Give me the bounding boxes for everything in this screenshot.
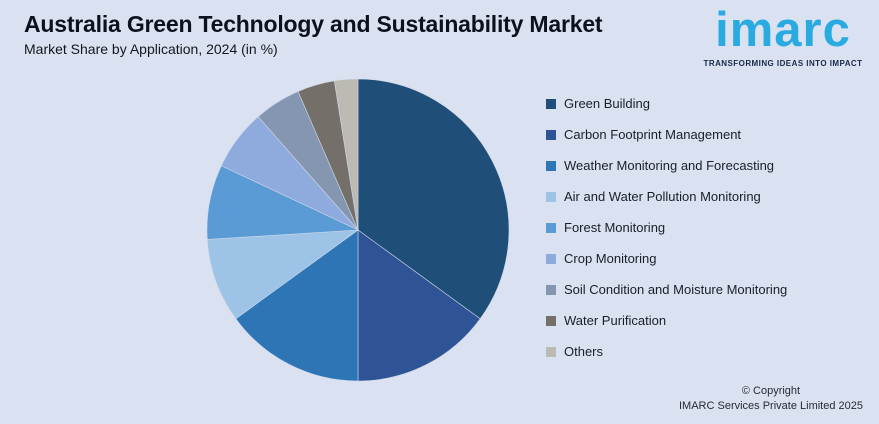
legend-swatch-icon xyxy=(546,98,556,109)
legend-swatch-icon xyxy=(546,191,556,202)
legend-item-water-purification: Water Purification xyxy=(546,305,787,336)
legend-swatch-icon xyxy=(546,129,556,140)
legend-swatch-icon xyxy=(546,253,556,264)
legend-swatch-icon xyxy=(546,160,556,171)
legend-item-weather-monitoring-and-forecasting: Weather Monitoring and Forecasting xyxy=(546,150,787,181)
legend-label: Others xyxy=(564,344,604,359)
legend-label: Green Building xyxy=(564,96,650,111)
legend-label: Weather Monitoring and Forecasting xyxy=(564,158,775,173)
legend-label: Forest Monitoring xyxy=(564,220,666,235)
legend-label: Air and Water Pollution Monitoring xyxy=(564,189,761,204)
legend-swatch-icon xyxy=(546,315,556,326)
chart-legend: Green Building Carbon Footprint Managemen… xyxy=(546,88,787,367)
legend-label: Crop Monitoring xyxy=(564,251,657,266)
page-subtitle: Market Share by Application, 2024 (in %) xyxy=(24,41,278,57)
copyright-notice: © Copyright IMARC Services Private Limit… xyxy=(679,384,863,414)
legend-item-carbon-footprint-management: Carbon Footprint Management xyxy=(546,119,787,150)
copyright-line1: © Copyright xyxy=(741,385,801,397)
legend-label: Carbon Footprint Management xyxy=(564,127,742,142)
legend-item-green-building: Green Building xyxy=(546,88,787,119)
pie-slice-green-building xyxy=(357,78,510,320)
legend-item-crop-monitoring: Crop Monitoring xyxy=(546,243,787,274)
imarc-logo: imarc TRANSFORMING IDEAS INTO IMPACT xyxy=(698,2,868,68)
pie-slice-weather-monitoring-and-forecasting xyxy=(235,229,359,382)
legend-label: Soil Condition and Moisture Monitoring xyxy=(564,282,788,297)
legend-item-others: Others xyxy=(546,336,787,367)
legend-swatch-icon xyxy=(546,222,556,233)
copyright-line2: IMARC Services Private Limited 2025 xyxy=(678,400,863,412)
legend-swatch-icon xyxy=(546,284,556,295)
legend-label: Water Purification xyxy=(564,313,667,328)
pie-slice-others xyxy=(334,78,359,231)
legend-item-soil-condition-and-moisture-monitoring: Soil Condition and Moisture Monitoring xyxy=(546,274,787,305)
legend-item-forest-monitoring: Forest Monitoring xyxy=(546,212,787,243)
imarc-wordmark: imarc xyxy=(715,3,851,57)
pie-slice-carbon-footprint-management xyxy=(357,229,481,382)
pie-chart xyxy=(206,78,510,382)
legend-item-air-and-water-pollution-monitoring: Air and Water Pollution Monitoring xyxy=(546,181,787,212)
page-title: Australia Green Technology and Sustainab… xyxy=(24,11,603,37)
imarc-tagline: TRANSFORMING IDEAS INTO IMPACT xyxy=(703,59,863,68)
legend-swatch-icon xyxy=(546,346,556,357)
pie-slice-air-and-water-pollution-monitoring xyxy=(206,229,360,320)
